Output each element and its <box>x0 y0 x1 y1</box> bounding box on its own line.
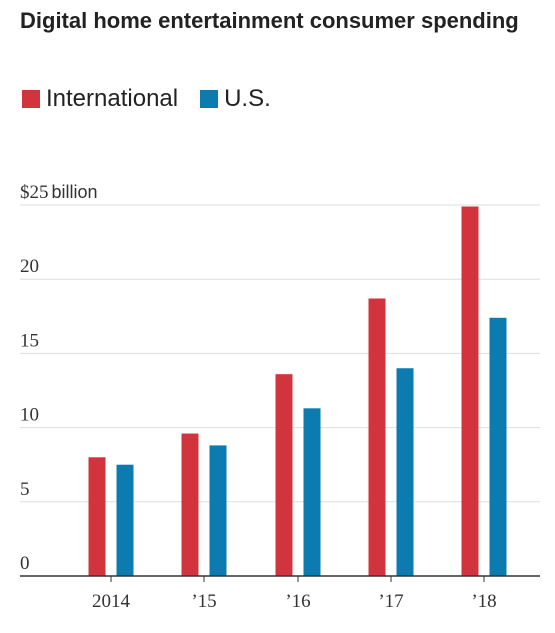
x-tick-label: ’15 <box>191 591 216 612</box>
y-tick-label: $25 <box>20 182 49 203</box>
bar-us <box>116 464 134 576</box>
x-axis: 2014 ’15 ’16 ’17 ’18 <box>20 575 540 612</box>
y-unit-label: billion <box>52 182 98 202</box>
x-tick-label: ’18 <box>471 591 496 612</box>
x-tick-label: ’16 <box>285 591 310 612</box>
legend-swatch-international <box>22 90 40 108</box>
y-axis: 0 5 10 15 20 $25 billion <box>20 182 98 574</box>
y-tick-label: 15 <box>20 330 39 351</box>
legend-item-international: International <box>22 85 178 113</box>
legend-swatch-us <box>200 90 219 108</box>
y-tick-label: 20 <box>20 256 39 277</box>
bar-international <box>275 374 293 576</box>
legend-label-us: U.S. <box>224 85 271 112</box>
legend-label-international: International <box>46 85 179 112</box>
legend: International U.S. <box>22 85 293 113</box>
bar-us <box>489 317 507 576</box>
bar-international <box>181 433 199 576</box>
y-tick-label: 5 <box>20 479 30 500</box>
bar-international <box>88 457 106 576</box>
bar-international <box>461 206 479 576</box>
bar-international <box>368 298 386 576</box>
bar-us <box>303 408 321 576</box>
x-tick-label: ’17 <box>378 591 403 612</box>
legend-item-us: U.S. <box>200 85 271 113</box>
y-tick-label: 0 <box>20 553 30 574</box>
y-tick-label: 10 <box>20 405 39 426</box>
bar-us <box>209 445 227 576</box>
bar-us <box>396 368 414 576</box>
bars <box>88 206 507 576</box>
chart-title: Digital home entertainment consumer spen… <box>20 8 519 33</box>
x-tick-label: 2014 <box>92 591 131 612</box>
